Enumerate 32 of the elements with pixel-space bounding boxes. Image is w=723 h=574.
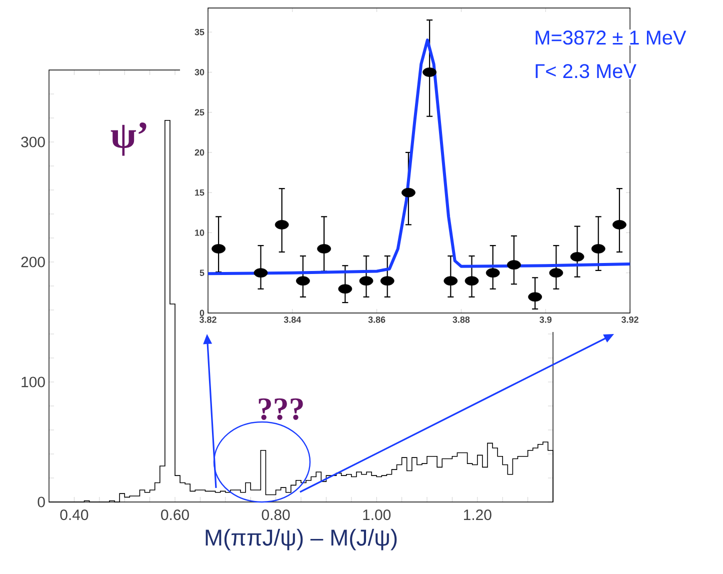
- y-tick-label: 30: [194, 69, 204, 76]
- y-tick-label: 15: [195, 189, 204, 196]
- annotation: Γ< 2.3 MeV: [536, 64, 636, 78]
- y-tick-label: 10: [195, 230, 204, 236]
- y-tick-label: 35: [194, 28, 204, 36]
- y-tick-label: 100: [22, 376, 45, 388]
- annotation: ψ’: [110, 122, 146, 156]
- x-tick-label: 1.20: [464, 510, 492, 520]
- x-tick-label: 3.84: [284, 316, 302, 323]
- point: [402, 188, 416, 198]
- y-tick-label: 0: [200, 310, 204, 316]
- x-tick-label: 3.82: [199, 316, 216, 323]
- annotation: M=3872 ± 1 MeV: [536, 30, 686, 45]
- point: [612, 220, 626, 230]
- x-tick-label: 0.80: [262, 510, 290, 520]
- x-axis-title: M(ππJ/ψ) – M(J/ψ): [206, 528, 397, 550]
- point: [296, 276, 310, 286]
- point: [507, 260, 521, 270]
- x-tick-label: 1.00: [363, 510, 391, 520]
- y-tick-label: 0: [38, 496, 45, 508]
- x-tick-label: 3.88: [452, 316, 470, 323]
- y-tick-label: 5: [200, 270, 204, 276]
- x-tick-label: 0.40: [60, 510, 88, 520]
- y-tick-label: 200: [21, 256, 45, 268]
- x-tick-label: 3.92: [621, 316, 638, 323]
- x-tick-label: 3.9: [540, 316, 552, 323]
- annotation: ???: [258, 398, 303, 420]
- x-tick-label: 3.86: [368, 316, 386, 323]
- y-tick-label: 300: [21, 136, 45, 148]
- x-tick-label: 0.60: [161, 510, 189, 520]
- y-tick-label: 20: [194, 149, 204, 156]
- y-tick-label: 25: [194, 109, 204, 116]
